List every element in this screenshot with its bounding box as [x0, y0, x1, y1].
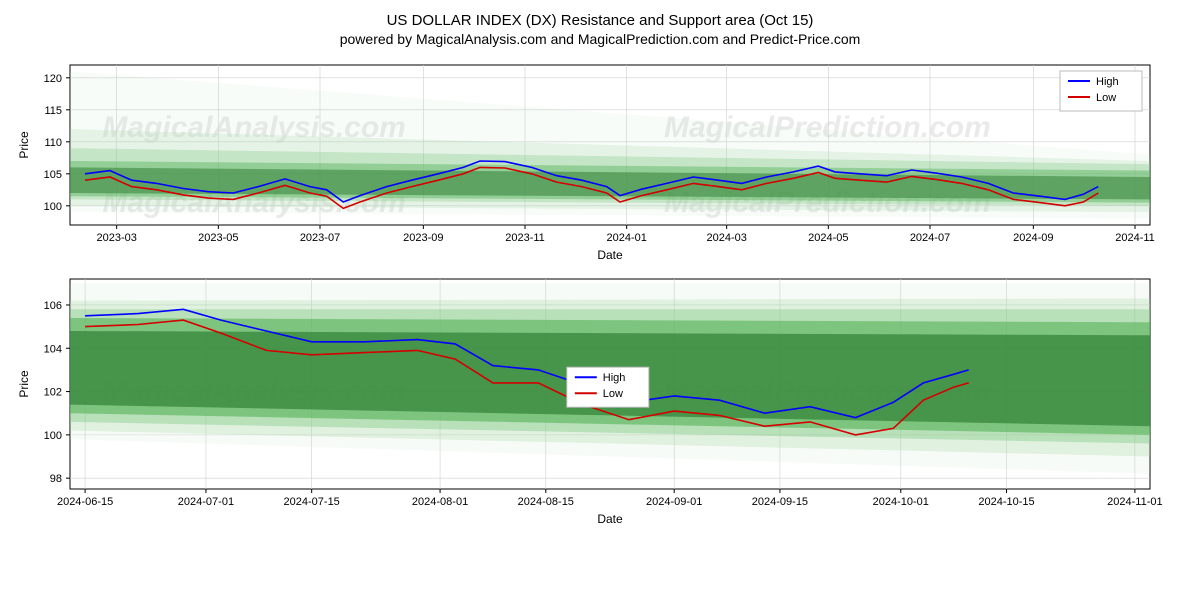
svg-text:2023-07: 2023-07 — [300, 232, 340, 244]
svg-text:2023-03: 2023-03 — [96, 232, 136, 244]
svg-text:Price: Price — [17, 370, 31, 398]
chart-subtitle: powered by MagicalAnalysis.com and Magic… — [10, 31, 1190, 47]
svg-text:Low: Low — [603, 388, 623, 400]
svg-text:2023-05: 2023-05 — [198, 232, 238, 244]
svg-text:2024-10-01: 2024-10-01 — [873, 496, 929, 508]
svg-text:Date: Date — [597, 248, 623, 262]
svg-text:2024-09: 2024-09 — [1013, 232, 1053, 244]
svg-text:2024-03: 2024-03 — [706, 232, 746, 244]
svg-text:High: High — [603, 372, 626, 384]
svg-text:102: 102 — [44, 387, 62, 399]
svg-text:Low: Low — [1096, 92, 1116, 104]
svg-text:Price: Price — [17, 131, 31, 159]
svg-text:120: 120 — [44, 73, 62, 85]
svg-text:2023-09: 2023-09 — [403, 232, 443, 244]
svg-text:98: 98 — [50, 473, 62, 485]
svg-text:105: 105 — [44, 169, 62, 181]
svg-text:115: 115 — [44, 105, 62, 117]
svg-text:2024-09-01: 2024-09-01 — [646, 496, 702, 508]
svg-text:Date: Date — [597, 512, 623, 526]
svg-text:2024-11: 2024-11 — [1115, 232, 1155, 244]
bottom-chart: 98 100 102 104 106 2024-06-15 2024-07-01 2024-0… — [10, 269, 1190, 529]
svg-text:2024-08-01: 2024-08-01 — [412, 496, 468, 508]
svg-text:106: 106 — [44, 300, 62, 312]
svg-text:2024-06-15: 2024-06-15 — [57, 496, 113, 508]
svg-text:100: 100 — [44, 201, 62, 213]
chart-title: US DOLLAR INDEX (DX) Resistance and Supp… — [10, 12, 1190, 29]
svg-text:2024-09-15: 2024-09-15 — [752, 496, 808, 508]
svg-text:2024-07: 2024-07 — [910, 232, 950, 244]
svg-text:2024-08-15: 2024-08-15 — [518, 496, 574, 508]
svg-text:110: 110 — [44, 137, 62, 149]
svg-text:2024-10-15: 2024-10-15 — [978, 496, 1034, 508]
svg-text:2024-11-01: 2024-11-01 — [1107, 496, 1162, 508]
svg-text:2023-11: 2023-11 — [505, 232, 545, 244]
svg-text:104: 104 — [44, 343, 62, 355]
top-chart: 100 105 110 115 120 2023-03 2023-05 2023-07 2023… — [10, 55, 1190, 265]
svg-text:High: High — [1096, 76, 1119, 88]
svg-text:2024-07-01: 2024-07-01 — [178, 496, 234, 508]
svg-text:2024-07-15: 2024-07-15 — [284, 496, 340, 508]
svg-text:2024-05: 2024-05 — [808, 232, 848, 244]
svg-text:100: 100 — [44, 430, 62, 442]
svg-text:2024-01: 2024-01 — [606, 232, 646, 244]
